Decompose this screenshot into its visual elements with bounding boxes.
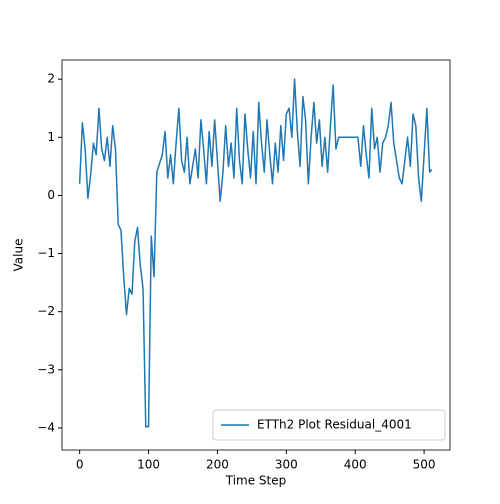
y-tick-label: 1 <box>47 130 55 144</box>
plot-frame <box>61 59 451 451</box>
x-axis-label: Time Step <box>225 474 287 488</box>
y-tick-label: 0 <box>47 188 55 202</box>
x-tick-label: 400 <box>344 458 367 472</box>
x-tick-label: 200 <box>206 458 229 472</box>
y-tick-label: −1 <box>37 246 55 260</box>
x-tick-label: 300 <box>275 458 298 472</box>
y-tick-label: −4 <box>37 420 55 434</box>
y-axis-label: Value <box>12 239 26 272</box>
x-tick-label: 0 <box>76 458 84 472</box>
y-tick-label: 2 <box>47 72 55 86</box>
legend-box <box>212 409 446 441</box>
x-tick-label: 500 <box>413 458 436 472</box>
data-line <box>78 78 433 428</box>
legend-label: ETTh2 Plot Residual_4001 <box>257 418 412 432</box>
y-tick-label: −2 <box>37 304 55 318</box>
x-tick-label: 100 <box>137 458 160 472</box>
y-tick-label: −3 <box>37 362 55 376</box>
